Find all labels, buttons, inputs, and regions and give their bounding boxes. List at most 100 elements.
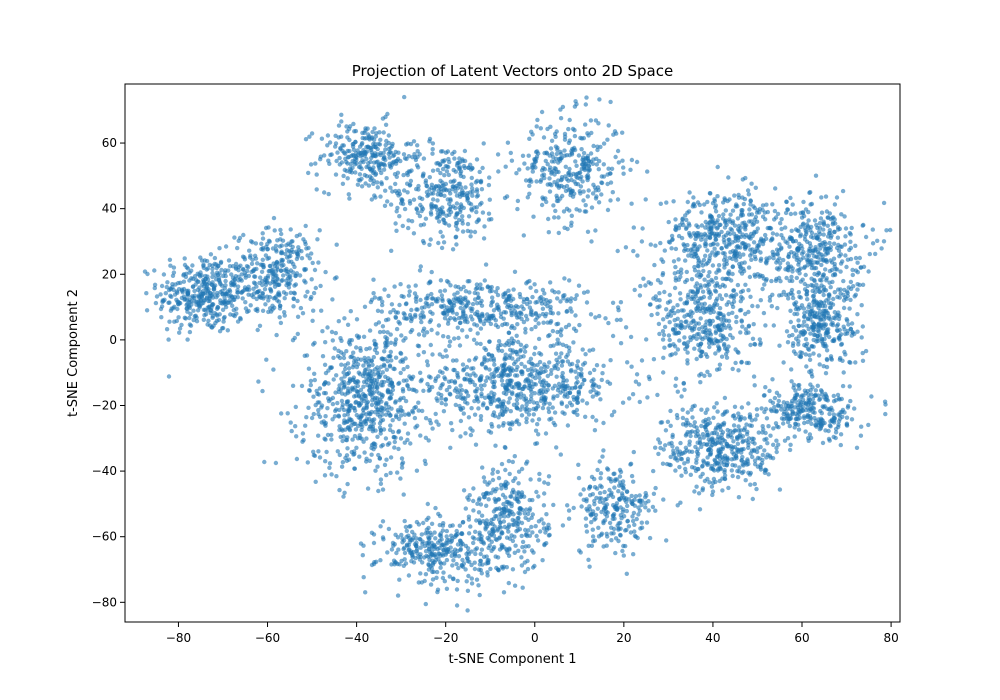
scatter-point: [714, 367, 720, 372]
scatter-point: [238, 277, 243, 282]
scatter-point: [260, 231, 265, 236]
scatter-point: [537, 471, 542, 477]
scatter-point: [481, 554, 487, 559]
scatter-point: [388, 150, 394, 155]
scatter-point: [427, 546, 432, 552]
scatter-point: [295, 314, 301, 319]
scatter-point: [405, 437, 410, 443]
scatter-point: [448, 523, 453, 529]
scatter-point: [613, 536, 619, 541]
scatter-point: [397, 398, 402, 403]
scatter-point: [476, 567, 482, 572]
scatter-point: [164, 327, 170, 332]
scatter-point: [387, 441, 392, 446]
scatter-point: [334, 158, 339, 164]
scatter-point: [480, 165, 485, 171]
scatter-point: [482, 278, 487, 283]
scatter-point: [487, 197, 492, 202]
scatter-point: [756, 244, 761, 249]
scatter-point: [449, 533, 454, 538]
scatter-point: [536, 519, 542, 524]
scatter-point: [312, 340, 317, 346]
scatter-point: [328, 152, 333, 158]
scatter-point: [450, 310, 455, 315]
scatter-point: [486, 352, 491, 357]
scatter-point: [751, 240, 757, 245]
scatter-point: [430, 352, 435, 357]
scatter-point: [448, 545, 453, 550]
scatter-point: [478, 558, 483, 564]
scatter-point: [629, 473, 635, 479]
scatter-point: [650, 504, 656, 510]
scatter-point: [323, 269, 328, 275]
scatter-point: [443, 150, 449, 155]
scatter-point: [584, 523, 589, 528]
scatter-point: [696, 258, 701, 263]
scatter-point: [366, 132, 371, 137]
scatter-point: [393, 221, 398, 226]
scatter-point: [486, 211, 492, 216]
scatter-point: [490, 295, 495, 300]
scatter-point: [537, 375, 542, 380]
scatter-point: [707, 373, 712, 378]
scatter-point: [506, 330, 511, 335]
scatter-point: [393, 399, 398, 404]
scatter-point: [583, 161, 588, 167]
scatter-point: [251, 268, 256, 273]
scatter-point: [688, 314, 694, 319]
scatter-point: [291, 270, 296, 275]
scatter-point: [673, 264, 678, 270]
scatter-point: [273, 460, 279, 466]
scatter-point: [490, 471, 495, 476]
scatter-point: [435, 167, 440, 173]
scatter-point: [260, 257, 265, 262]
scatter-point: [215, 305, 221, 310]
scatter-point: [565, 359, 571, 364]
scatter-point: [712, 198, 717, 204]
scatter-point: [271, 271, 276, 277]
scatter-point: [444, 528, 449, 534]
scatter-point: [226, 268, 231, 273]
scatter-point: [318, 283, 323, 289]
scatter-point: [208, 310, 213, 316]
scatter-point: [589, 474, 595, 480]
scatter-point: [474, 282, 480, 287]
scatter-point: [202, 258, 207, 263]
scatter-point: [724, 355, 730, 360]
scatter-point: [579, 147, 584, 152]
scatter-point: [734, 202, 739, 207]
scatter-point: [480, 465, 485, 470]
scatter-point: [421, 520, 426, 526]
scatter-point: [384, 176, 389, 181]
scatter-point: [583, 122, 588, 127]
scatter-point: [694, 356, 699, 362]
scatter-point: [316, 433, 321, 438]
scatter-point: [582, 360, 588, 366]
scatter-point: [763, 232, 768, 238]
scatter-point: [747, 219, 752, 224]
scatter-point: [789, 228, 794, 233]
scatter-point: [411, 139, 417, 144]
scatter-point: [228, 293, 233, 298]
scatter-point: [305, 460, 310, 465]
scatter-point: [216, 264, 221, 269]
scatter-point: [288, 420, 293, 425]
scatter-point: [305, 289, 310, 294]
scatter-point: [314, 172, 319, 177]
scatter-point: [388, 310, 393, 315]
scatter-point: [386, 140, 392, 146]
scatter-point: [424, 183, 430, 189]
scatter-point: [205, 266, 211, 271]
scatter-point: [639, 502, 644, 508]
scatter-point: [580, 398, 585, 403]
scatter-point: [547, 153, 552, 158]
scatter-point: [729, 301, 735, 307]
scatter-point: [372, 338, 377, 344]
scatter-point: [686, 209, 692, 214]
scatter-point: [315, 237, 320, 242]
scatter-point: [161, 272, 167, 277]
scatter-point: [429, 291, 434, 297]
scatter-point: [210, 282, 215, 288]
scatter-point: [372, 410, 378, 415]
scatter-point: [242, 271, 247, 276]
